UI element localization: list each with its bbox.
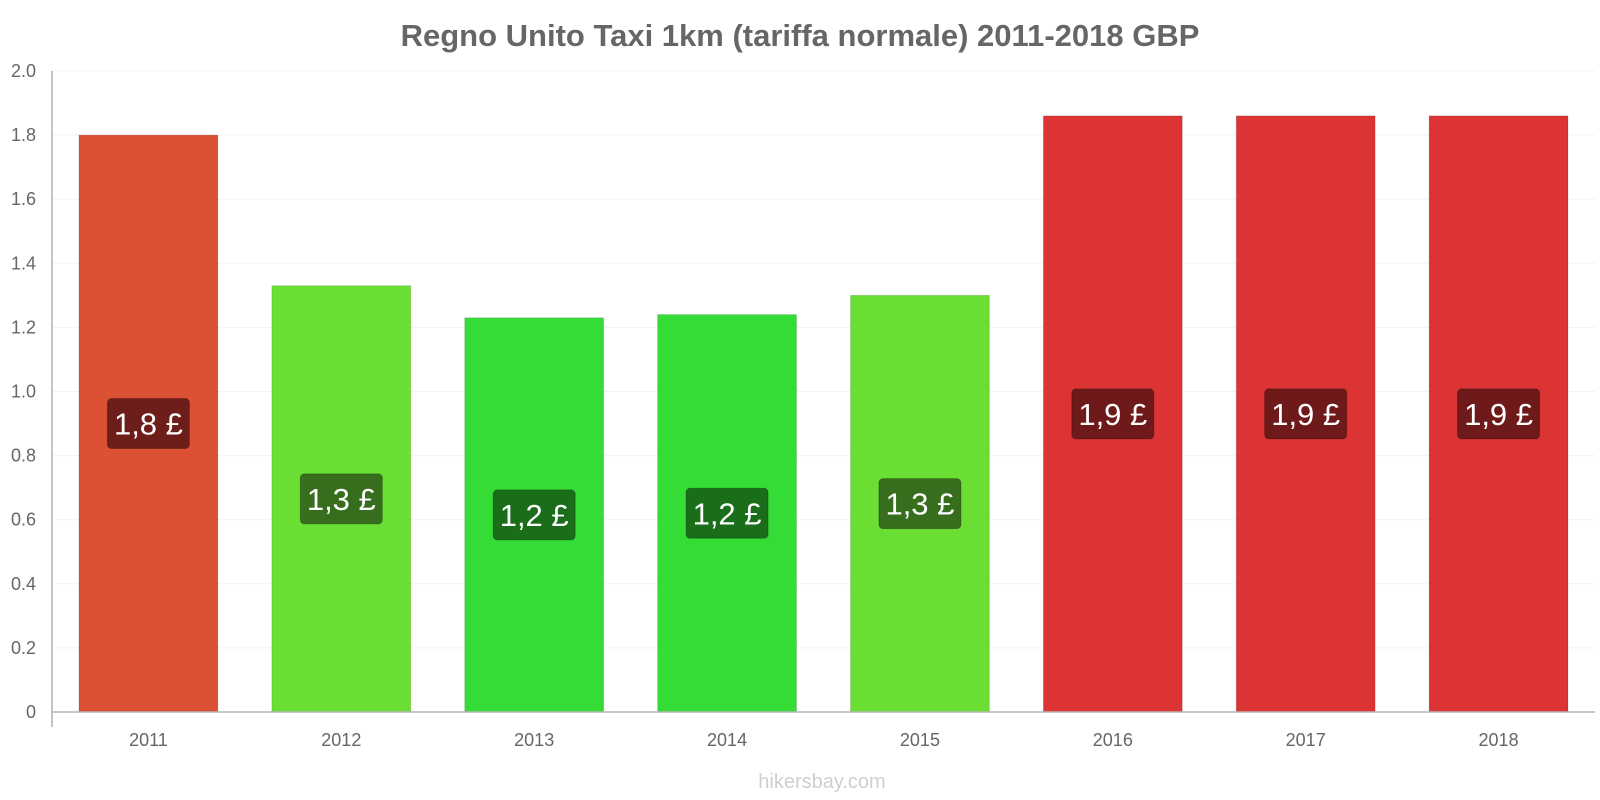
x-tick-label: 2018	[1479, 730, 1519, 750]
data-label: 1,9 £	[1078, 397, 1147, 432]
data-label: 1,9 £	[1464, 397, 1533, 432]
y-tick-label: 0.4	[11, 574, 36, 594]
data-label: 1,9 £	[1271, 397, 1340, 432]
source-footer: hikersbay.com	[758, 771, 885, 793]
data-label: 1,2 £	[500, 498, 569, 533]
x-tick-label: 2011	[129, 730, 168, 750]
x-axis: 2011 2012 2013 2014 2015 2016 2017 2018	[52, 711, 1595, 750]
x-tick-label: 2014	[707, 730, 747, 750]
data-label: 1,2 £	[693, 496, 762, 531]
y-tick-label: 0	[26, 702, 36, 722]
x-tick-label: 2017	[1286, 730, 1326, 750]
data-label-box	[299, 473, 383, 525]
y-axis: 0 0.2 0.4 0.6 0.8 1.0 1.2 1.4 1.6 1.8 2.0	[11, 61, 53, 727]
data-label-box	[1264, 388, 1348, 440]
x-tick-label: 2013	[514, 730, 554, 750]
x-tick-label: 2012	[321, 730, 361, 750]
data-label-box	[1071, 388, 1155, 440]
data-labels: 1,8 £ 1,3 £ 1,2 £ 1,2 £ 1,3 £ 1,9 £ 1,9 £ 1,9 £	[106, 388, 1541, 541]
y-tick-label: 1.4	[11, 253, 36, 273]
data-label-box	[106, 398, 190, 450]
data-label-box	[878, 478, 962, 530]
data-label-box	[492, 489, 576, 541]
data-label-box	[685, 487, 769, 539]
y-tick-label: 0.8	[11, 446, 36, 466]
y-tick-label: 1.6	[11, 189, 36, 209]
y-tick-label: 2.0	[11, 61, 36, 81]
y-tick-label: 1.8	[11, 125, 36, 145]
x-tick-label: 2015	[900, 730, 940, 750]
data-label: 1,8 £	[114, 407, 183, 442]
y-tick-label: 1.2	[11, 317, 36, 337]
data-label: 1,3 £	[885, 487, 954, 522]
chart-title: Regno Unito Taxi 1km (tariffa normale) 2…	[401, 18, 1200, 53]
data-label-box	[1457, 388, 1541, 440]
y-tick-label: 0.2	[11, 638, 36, 658]
y-tick-label: 1.0	[11, 382, 36, 402]
data-label: 1,3 £	[307, 482, 376, 517]
y-tick-label: 0.6	[11, 510, 36, 530]
x-tick-label: 2016	[1093, 730, 1133, 750]
